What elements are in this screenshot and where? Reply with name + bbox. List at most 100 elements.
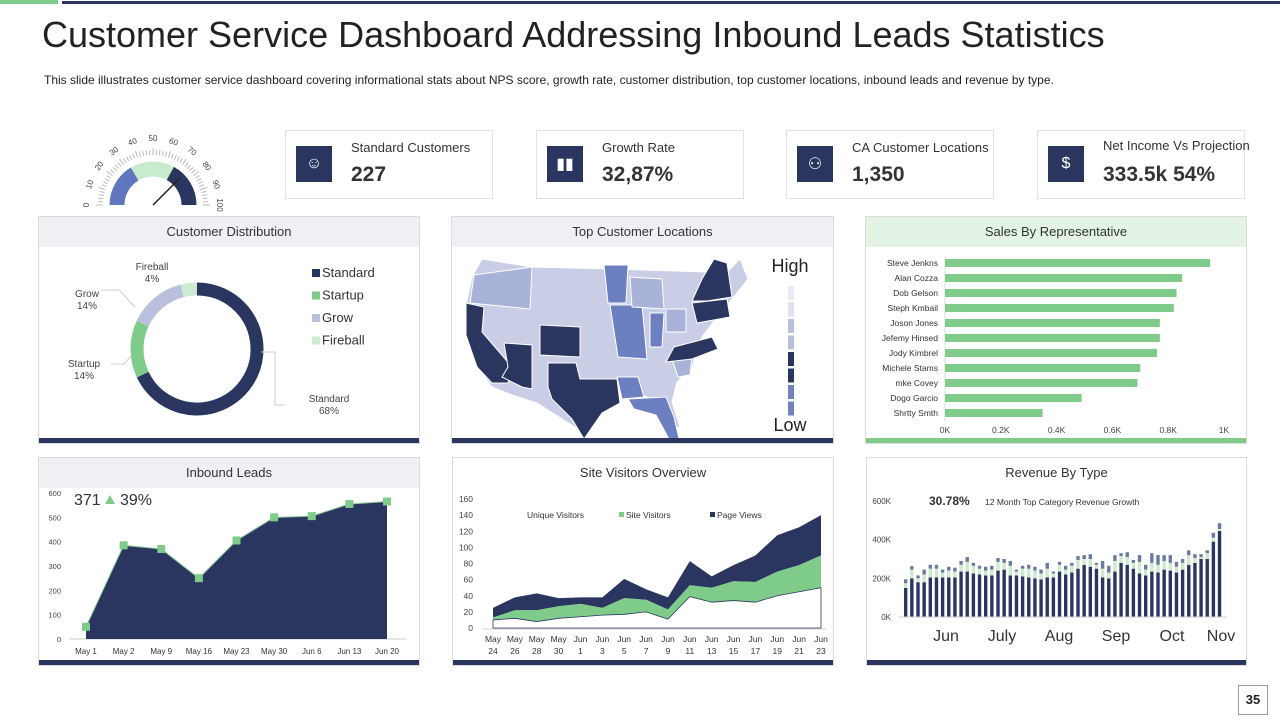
leader-line [101, 289, 136, 308]
gauge-tick-label: 40 [127, 136, 139, 147]
revenue-bar-segment [1070, 565, 1074, 573]
x-tick-label: May [485, 634, 502, 644]
revenue-bar-segment [1113, 555, 1117, 561]
kpi-growth-rate: ▮▮ Growth Rate 32,87% [536, 130, 744, 199]
x-tick-label: 0.4K [1048, 425, 1066, 435]
y-tick-label: 40 [464, 591, 474, 601]
revenue-bar-segment [1180, 569, 1185, 617]
gauge-tick [98, 194, 104, 197]
revenue-bar-segment [1051, 573, 1056, 578]
revenue-bar-segment [1002, 562, 1006, 570]
sales-bar [945, 274, 1183, 282]
revenue-bar-segment [1008, 560, 1012, 566]
area-unique-visitors [492, 587, 822, 629]
legend-scale-step [788, 286, 794, 300]
y-tick-label: 0 [468, 623, 473, 633]
revenue-bar-segment [971, 565, 976, 574]
gauge-tick [112, 166, 117, 172]
inbound-leads-panel: Inbound Leads 0 100 200 300 400 500 600 May 1 Ma… [38, 457, 420, 666]
y-tick-label: 0K [881, 613, 891, 622]
page-title: Customer Service Dashboard Addressing In… [42, 14, 1105, 55]
revenue-bar-segment [1150, 571, 1154, 617]
revenue-bar-segment [1082, 555, 1086, 559]
state-iowa-missouri [609, 304, 648, 360]
site-visitors-panel: Site Visitors Overview 0 20 40 60 80 100 120 14… [452, 457, 834, 666]
gauge-tick-label: 60 [168, 136, 180, 147]
sales-rep-panel: Sales By Representative Steve Jenkns Alan… [865, 216, 1247, 444]
state-wisconsin-michigan [629, 276, 665, 310]
gauge-tick [196, 178, 202, 182]
y-tick-label: 60 [464, 575, 474, 585]
revenue-bar-segment [934, 568, 939, 578]
revenue-bar-segment [947, 566, 951, 571]
state-louisiana [616, 376, 645, 400]
site-visitors-chart: 0 20 40 60 80 100 120 140 160 May 24 May 26 May 28 May 3… [459, 494, 828, 656]
x-tick-label: 0.6K [1104, 425, 1122, 435]
legend-scale-step [788, 319, 794, 333]
leads-marker [307, 512, 316, 521]
revenue-bar-segment [1131, 559, 1136, 563]
panel-title: Top Customer Locations [452, 217, 833, 247]
revenue-bar-segment [1051, 577, 1056, 617]
x-tick-label: Jun [661, 634, 675, 644]
sales-bar [945, 334, 1160, 342]
bar-label: Joson Jones [890, 318, 938, 328]
revenue-bar-segment [1168, 570, 1172, 617]
leads-marker [345, 499, 354, 508]
revenue-bar-segment [1174, 561, 1179, 567]
leads-marker [119, 541, 128, 550]
donut-slice-startup [130, 320, 149, 378]
gauge-tick [164, 151, 168, 157]
revenue-bar-segment [1045, 577, 1049, 617]
revenue-bar-segment [1113, 560, 1117, 572]
legend-swatch [312, 314, 320, 322]
donut-chart: Standard 68% Startup 14% Grow 14% Fireball 4% St… [68, 262, 375, 417]
revenue-bar-segment [910, 566, 914, 570]
legend-item: Page Views [717, 510, 762, 520]
y-tick-label: 0 [57, 635, 61, 644]
revenue-bar-segment [1168, 562, 1172, 571]
revenue-bar-segment [1094, 564, 1099, 569]
revenue-bar-segment [959, 560, 963, 565]
gauge-tick [126, 156, 130, 162]
revenue-bar-segment [922, 574, 926, 583]
customer-distribution-panel: Customer Distribution Standard 68% Startup… [38, 216, 420, 444]
revenue-bar-segment [1100, 577, 1105, 617]
kpi-label: Standard Customers [351, 140, 471, 155]
revenue-bar-segment [1051, 571, 1056, 574]
legend-item: Grow [322, 310, 354, 325]
gauge-tick-label: 0 [82, 202, 91, 207]
revenue-bar-segment [977, 574, 982, 617]
gauge-tick [191, 169, 196, 174]
revenue-bar-segment [922, 569, 926, 575]
donut-slice-fireball [180, 282, 198, 298]
legend-item: Fireball [322, 333, 365, 348]
legend-scale-step [788, 401, 794, 416]
x-tick-label: May 30 [261, 647, 288, 656]
gauge-tick [186, 164, 192, 169]
x-tick-label: May [551, 634, 568, 644]
x-tick-label: May 16 [186, 647, 213, 656]
x-tick-label: Jun [727, 634, 741, 644]
gauge-tick [99, 190, 105, 194]
sales-bar [945, 319, 1160, 327]
revenue-bar-segment [1008, 565, 1012, 576]
y-tick-label: 100 [48, 611, 61, 620]
gauge-tick [123, 158, 127, 164]
gauge-tick-label: 50 [149, 134, 158, 143]
x-tick-label: May 1 [75, 647, 97, 656]
bar-label: Steph Kmbail [887, 303, 938, 313]
revenue-bar-segment [1107, 578, 1111, 617]
legend-scale-step [788, 352, 794, 366]
revenue-bar-segment [940, 569, 945, 573]
revenue-bar-segment [1119, 556, 1123, 563]
gauge-tick [114, 164, 120, 169]
panel-title: Revenue By Type [867, 458, 1246, 488]
gauge-tick-label: 100 [215, 198, 224, 212]
revenue-bar-segment [965, 561, 969, 572]
gauge-tick [194, 175, 200, 179]
bar-label: Jefemy Hinsed [882, 333, 938, 343]
revenue-bar-segment [1070, 572, 1074, 617]
revenue-bar-segment [1150, 562, 1154, 572]
